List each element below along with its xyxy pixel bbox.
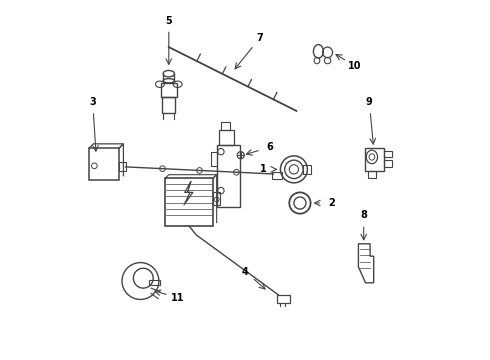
Text: 5: 5 [166,15,172,26]
Bar [162,97,175,113]
Bar [217,145,240,207]
Bar [213,192,220,205]
Bar [221,122,230,130]
Bar [220,130,234,145]
Bar [277,295,291,303]
Bar [271,172,282,179]
Text: 6: 6 [266,143,273,152]
Text: 3: 3 [89,97,96,107]
Text: 8: 8 [360,211,367,220]
Bar [161,82,176,97]
Bar [89,148,119,180]
Bar [384,150,392,157]
Text: 11: 11 [171,293,184,303]
Text: 7: 7 [256,33,263,44]
Bar [368,171,376,178]
Bar [303,165,311,174]
Bar [149,280,160,284]
Text: 2: 2 [328,198,335,208]
Bar [165,178,213,226]
Bar [384,160,392,167]
Text: 9: 9 [366,97,373,107]
Bar [119,162,125,171]
Bar [365,148,384,171]
Text: 4: 4 [242,267,249,276]
Text: 1: 1 [260,165,267,174]
Text: 10: 10 [348,61,362,71]
